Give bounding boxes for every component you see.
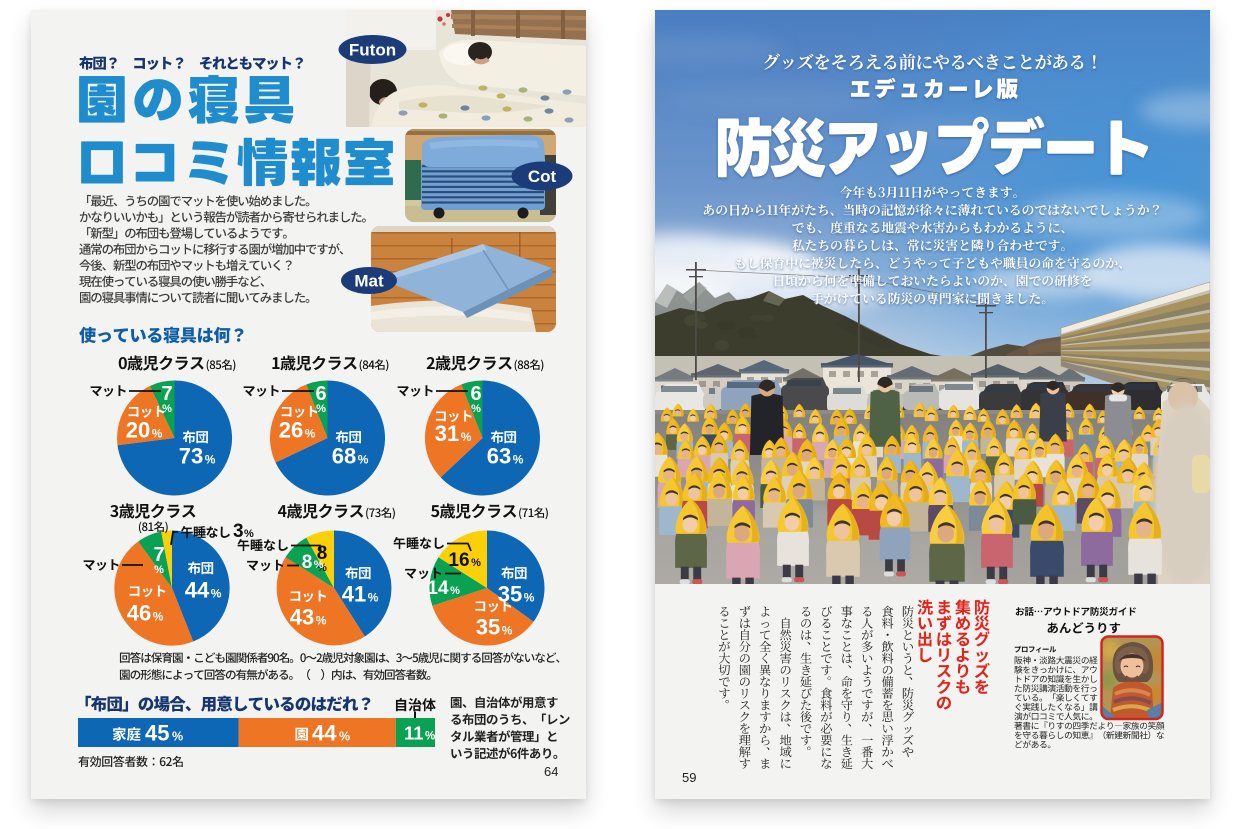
svg-text:%: % — [205, 453, 216, 467]
svg-text:7: 7 — [161, 383, 172, 405]
svg-text:%: % — [471, 557, 481, 569]
svg-text:20: 20 — [126, 418, 150, 443]
svg-text:%: % — [339, 730, 350, 744]
svg-text:11: 11 — [404, 723, 424, 744]
svg-text:%: % — [172, 730, 183, 744]
svg-text:%: % — [154, 564, 164, 576]
svg-text:%: % — [425, 731, 435, 743]
svg-text:3: 3 — [233, 521, 244, 542]
svg-text:Cot: Cot — [528, 167, 557, 186]
svg-text:14: 14 — [427, 578, 449, 599]
svg-text:44: 44 — [185, 578, 210, 603]
svg-text:46: 46 — [127, 601, 151, 626]
svg-text:%: % — [471, 403, 481, 415]
svg-text:68: 68 — [332, 444, 356, 469]
svg-text:%: % — [461, 430, 472, 444]
svg-text:%: % — [162, 403, 172, 415]
svg-text:%: % — [211, 587, 222, 601]
svg-text:%: % — [316, 614, 327, 628]
svg-text:8: 8 — [302, 552, 313, 573]
svg-text:%: % — [316, 403, 326, 415]
svg-text:31: 31 — [435, 421, 459, 446]
svg-text:45: 45 — [145, 721, 169, 746]
svg-text:%: % — [305, 427, 316, 441]
svg-text:%: % — [244, 528, 254, 540]
svg-text:43: 43 — [290, 605, 314, 630]
svg-text:35: 35 — [476, 615, 500, 640]
svg-text:%: % — [502, 624, 513, 638]
svg-text:63: 63 — [487, 444, 511, 469]
svg-text:%: % — [314, 559, 324, 571]
svg-text:%: % — [513, 453, 524, 467]
svg-text:6: 6 — [315, 383, 326, 405]
svg-text:%: % — [317, 562, 327, 574]
svg-text:%: % — [358, 453, 369, 467]
svg-text:16: 16 — [448, 550, 469, 571]
svg-text:7: 7 — [153, 544, 164, 566]
svg-text:64: 64 — [544, 764, 558, 779]
svg-text:%: % — [450, 585, 460, 597]
svg-text:8: 8 — [317, 543, 328, 564]
svg-text:41: 41 — [342, 582, 366, 607]
svg-text:6: 6 — [470, 383, 481, 405]
svg-text:59: 59 — [682, 770, 696, 785]
svg-text:44: 44 — [312, 721, 337, 746]
svg-text:26: 26 — [279, 418, 303, 443]
svg-text:73: 73 — [179, 444, 203, 469]
svg-text:%: % — [153, 610, 164, 624]
svg-text:35: 35 — [498, 582, 522, 607]
svg-text:%: % — [524, 591, 535, 605]
svg-text:Mat: Mat — [354, 272, 384, 291]
svg-text:%: % — [368, 591, 379, 605]
svg-text:%: % — [152, 427, 163, 441]
svg-text:Futon: Futon — [349, 41, 396, 60]
